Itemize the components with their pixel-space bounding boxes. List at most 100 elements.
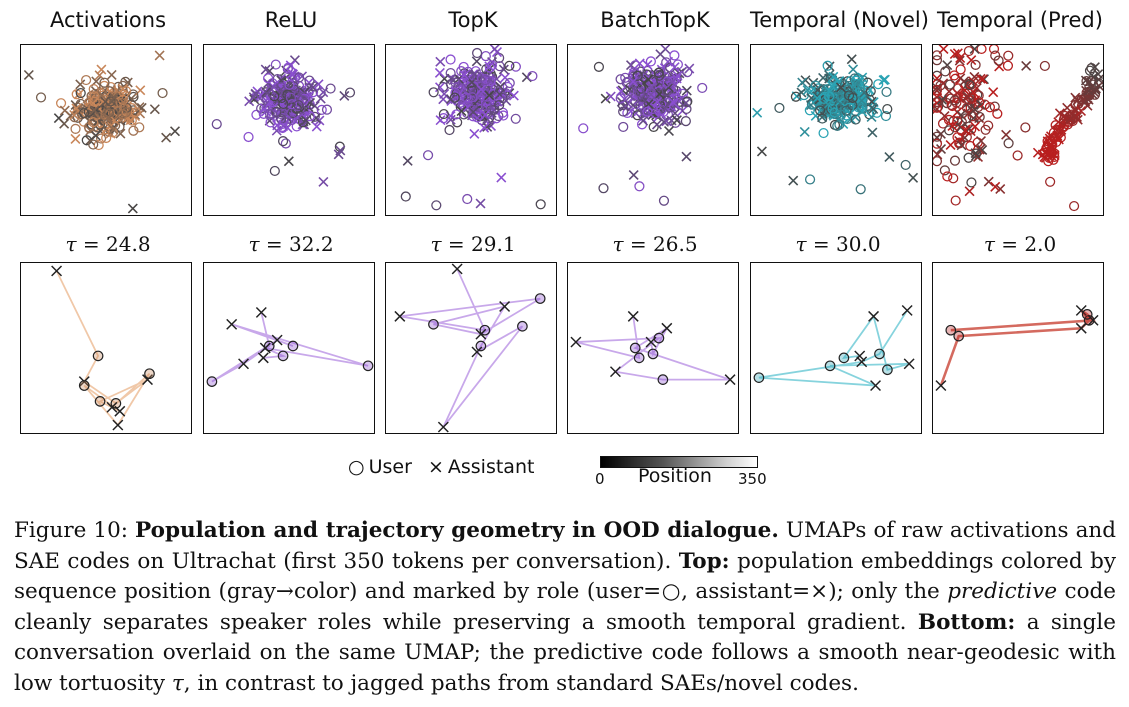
assistant-point: [311, 121, 322, 132]
assistant-point: [824, 61, 835, 72]
assistant-point: [969, 45, 980, 54]
assistant-point: [822, 99, 833, 110]
assistant-point: [313, 79, 324, 90]
panel-title-temporal-novel: Temporal (Novel): [750, 8, 929, 32]
user-point: [321, 104, 333, 115]
trajectory-plot: [51, 265, 155, 431]
assistant-point: [445, 94, 456, 105]
user-point: [854, 79, 865, 91]
colorbar-max-label: 350: [738, 470, 767, 488]
trajectory-panel-temporal-novel: [750, 262, 922, 434]
user-point: [1039, 60, 1050, 72]
user-point: [629, 342, 641, 354]
assistant-point: [475, 198, 486, 209]
assistant-point: [802, 85, 813, 96]
user-point: [428, 87, 439, 98]
user-point: [438, 81, 449, 93]
panel-title-topk: TopK: [448, 8, 498, 32]
user-point: [847, 100, 858, 111]
user-point: [937, 118, 949, 129]
user-point: [827, 103, 838, 114]
assistant-point: [655, 49, 666, 60]
user-point: [285, 92, 297, 103]
assistant-point: [661, 322, 673, 334]
assistant-point: [868, 310, 880, 322]
assistant-point: [59, 118, 70, 129]
user-point: [1087, 79, 1099, 90]
assistant-point: [642, 59, 653, 70]
user-point: [78, 108, 90, 119]
user-point: [120, 107, 131, 118]
user-point: [753, 372, 765, 383]
assistant-point: [499, 301, 511, 312]
user-point: [615, 93, 626, 104]
assistant-point: [933, 149, 943, 160]
position-colorbar: 0 Position 350: [595, 454, 768, 490]
user-point: [304, 111, 315, 122]
user-point: [843, 90, 855, 101]
user-point: [933, 102, 943, 113]
assistant-point: [112, 419, 124, 431]
assistant-point: [170, 126, 181, 137]
user-point: [843, 102, 855, 113]
user-point: [504, 60, 515, 71]
assistant-point: [475, 328, 487, 340]
assistant-point: [1083, 85, 1094, 96]
assistant-point: [947, 121, 958, 132]
trajectory-line: [55, 270, 151, 427]
user-point: [498, 110, 509, 121]
user-point: [287, 340, 299, 352]
user-point: [282, 89, 293, 100]
assistant-point: [935, 380, 947, 392]
assistant-point: [966, 55, 977, 66]
user-point: [966, 177, 977, 188]
user-point: [634, 181, 645, 192]
assistant-point: [106, 401, 118, 413]
user-point: [952, 116, 963, 127]
assistant-point: [955, 52, 966, 63]
population-scatter: [211, 55, 356, 187]
trajectory-plot: [394, 263, 546, 433]
assistant-point: [1075, 322, 1087, 334]
population-scatter: [400, 45, 546, 211]
user-point: [655, 66, 666, 77]
assistant-point: [161, 132, 172, 143]
user-point: [648, 121, 659, 133]
user-point: [832, 120, 843, 131]
assistant-point: [154, 50, 165, 61]
user-point: [952, 132, 963, 143]
assistant-point: [476, 84, 487, 95]
user-point: [855, 184, 866, 195]
user-point: [933, 70, 943, 81]
user-legend-label: User: [368, 456, 412, 478]
user-point: [428, 318, 439, 330]
user-point: [598, 183, 609, 194]
user-point: [462, 93, 473, 104]
assistant-point: [102, 112, 113, 123]
user-point: [126, 115, 137, 126]
user-point: [949, 70, 960, 81]
assistant-point: [968, 76, 979, 87]
population-panel-topk: [385, 44, 557, 216]
tau-relu: τ = 32.2: [248, 232, 334, 256]
assistant-point: [456, 106, 467, 117]
assistant-point: [250, 89, 261, 100]
assistant-point: [955, 122, 966, 133]
user-point: [475, 95, 486, 106]
user-point: [955, 64, 966, 75]
user-point: [400, 191, 411, 202]
assistant-point: [671, 115, 682, 126]
assistant-point: [318, 176, 329, 187]
user-point: [144, 368, 155, 380]
assistant-point: [828, 71, 839, 82]
assistant-point: [628, 170, 639, 181]
trajectory-line: [399, 268, 541, 428]
assistant-point: [434, 67, 445, 78]
user-point: [316, 104, 327, 115]
user-point: [484, 62, 495, 73]
user-point: [431, 200, 442, 211]
user-point: [650, 108, 661, 119]
assistant-point: [680, 97, 691, 108]
user-point: [971, 148, 982, 159]
assistant-point: [977, 144, 988, 155]
